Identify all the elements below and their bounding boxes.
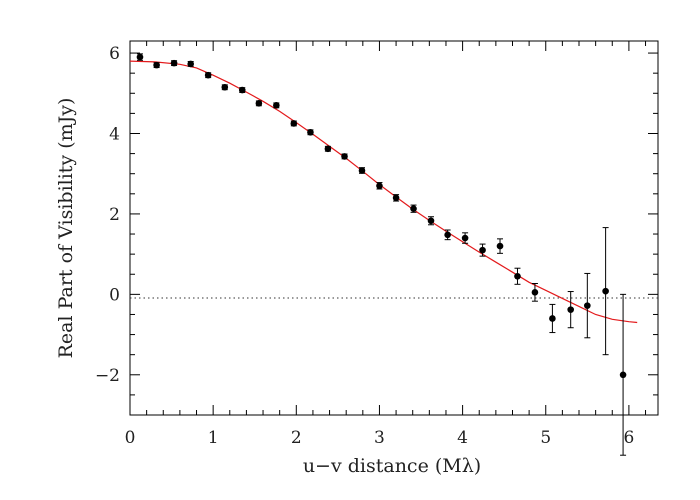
data-point	[531, 289, 539, 296]
x-tick-label: 3	[374, 428, 385, 448]
data-point	[153, 61, 160, 69]
data-point	[619, 371, 627, 379]
x-axis-title: u−v distance (Mλ)	[303, 455, 481, 477]
data-point	[187, 60, 194, 68]
data-point	[392, 194, 400, 202]
data-points-group	[136, 53, 627, 456]
data-point	[136, 53, 144, 61]
data-point	[584, 302, 591, 309]
x-tick-label: 0	[125, 428, 136, 448]
data-point	[324, 145, 332, 153]
data-point	[567, 306, 574, 313]
y-tick-label: 6	[109, 44, 120, 64]
data-point	[273, 102, 280, 109]
data-point	[204, 71, 212, 79]
data-point	[444, 231, 451, 239]
data-point	[479, 246, 486, 254]
data-point	[461, 234, 469, 242]
data-point	[602, 287, 609, 295]
data-point	[358, 167, 366, 174]
data-point	[514, 272, 521, 280]
data-point	[341, 153, 348, 160]
data-point	[255, 100, 263, 107]
x-tick-label: 4	[457, 428, 468, 448]
data-point	[410, 205, 417, 212]
y-ticks	[130, 52, 658, 416]
y-tick-label: 2	[109, 205, 120, 225]
y-tick-label: 4	[109, 124, 120, 144]
data-point	[549, 315, 556, 322]
x-tick-label: 5	[540, 428, 551, 448]
x-tick-label: 1	[208, 428, 219, 448]
y-axis-title: Real Part of Visibility (mJy)	[55, 98, 77, 359]
data-point	[427, 217, 435, 225]
data-point	[376, 182, 383, 190]
x-tick-label: 2	[291, 428, 302, 448]
y-tick-label: −2	[95, 366, 120, 386]
data-point	[170, 59, 178, 67]
data-point	[307, 128, 314, 136]
x-tick-label: 6	[623, 428, 634, 448]
y-tick-label: 0	[109, 285, 120, 305]
y-tick-labels: −2 0 2 4 6	[95, 44, 120, 386]
data-point	[238, 86, 246, 94]
data-point	[496, 242, 504, 250]
x-tick-labels: 0 1 2 3 4 5 6	[125, 428, 635, 448]
x-ticks	[129, 41, 647, 415]
data-point	[290, 120, 298, 127]
data-point	[221, 83, 229, 91]
plot-frame	[129, 40, 659, 416]
